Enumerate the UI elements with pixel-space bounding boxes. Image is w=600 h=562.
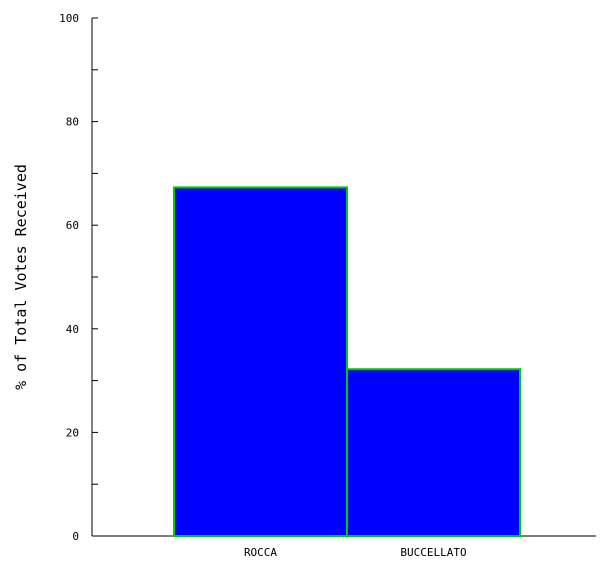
y-tick-label: 80 <box>66 116 79 129</box>
bar-rocca <box>173 186 348 538</box>
y-ticks: 0 20 40 60 80 100 <box>59 12 98 543</box>
y-tick-label: 40 <box>66 323 79 336</box>
x-tick-labels: ROCCA BUCCELLATO <box>244 546 467 559</box>
bar-buccellato <box>346 368 521 538</box>
y-tick-label: 20 <box>66 426 79 439</box>
x-tick-label-rocca: ROCCA <box>244 546 277 559</box>
y-axis-title: % of Total Votes Received <box>12 164 30 390</box>
bars <box>173 186 521 538</box>
y-tick-label: 100 <box>59 12 79 25</box>
y-tick-label: 60 <box>66 219 79 232</box>
x-tick-label-buccellato: BUCCELLATO <box>400 546 466 559</box>
y-tick-label: 0 <box>72 530 79 543</box>
